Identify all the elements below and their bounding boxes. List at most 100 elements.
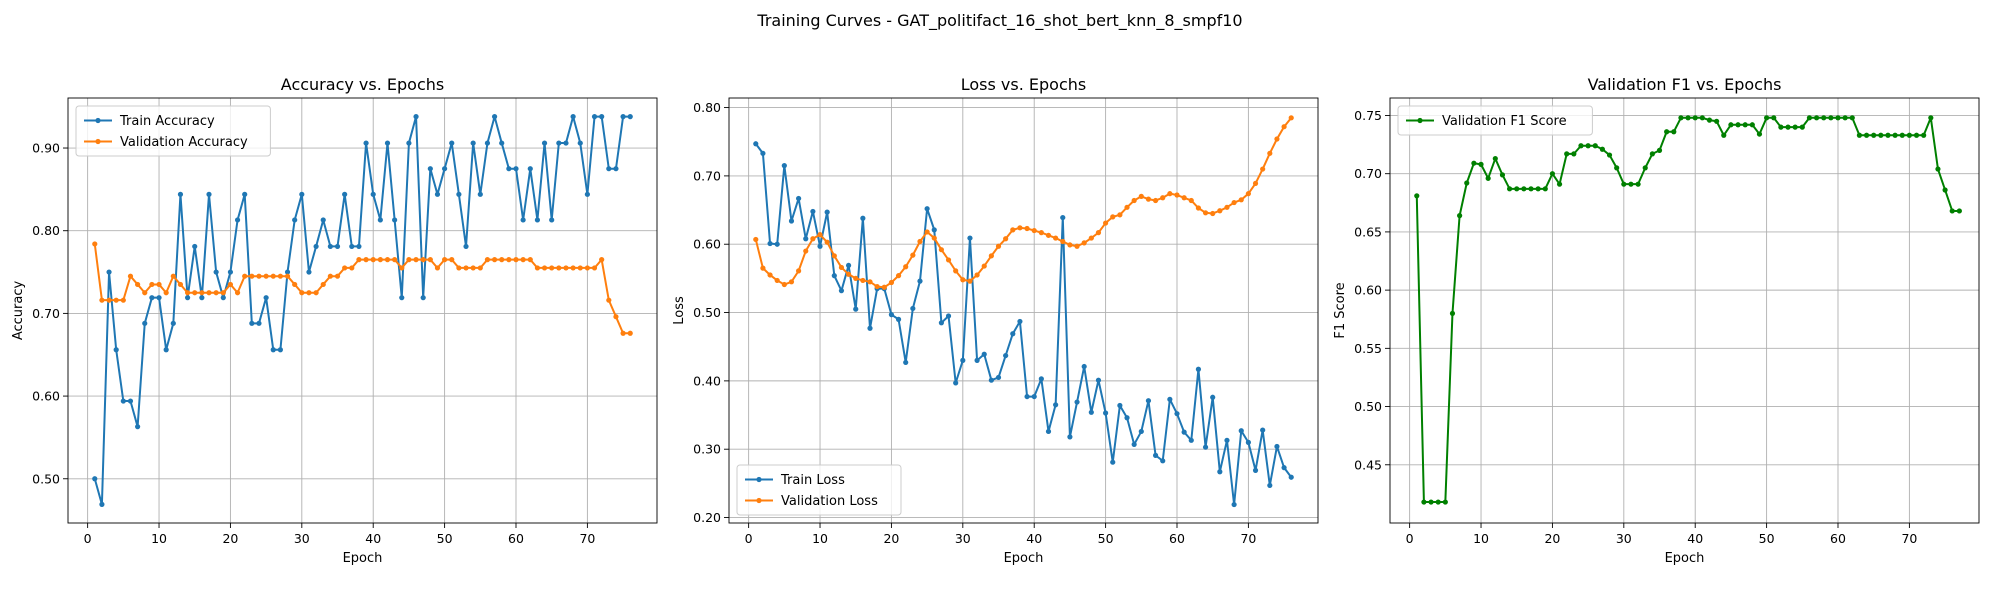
- data-point: [1778, 124, 1784, 130]
- x-tick-label: 30: [1616, 531, 1632, 546]
- data-point: [1160, 195, 1166, 201]
- data-point: [120, 297, 126, 303]
- data-point: [1152, 452, 1159, 458]
- data-point: [1138, 428, 1144, 435]
- data-point: [434, 191, 441, 197]
- data-point: [1692, 115, 1698, 121]
- plot-frame: [67, 97, 658, 524]
- data-point: [463, 265, 469, 271]
- data-point: [149, 295, 155, 301]
- data-point: [377, 217, 383, 223]
- legend-box: [1397, 105, 1593, 136]
- data-point: [1542, 186, 1548, 192]
- data-point: [541, 265, 548, 271]
- data-point: [356, 243, 362, 250]
- data-point: [113, 347, 119, 353]
- data-point: [513, 257, 519, 263]
- x-tick-label: 70: [1901, 531, 1917, 546]
- data-point: [810, 208, 816, 215]
- data-point: [499, 257, 505, 263]
- data-point: [1281, 465, 1287, 471]
- data-point: [1067, 434, 1073, 440]
- data-point: [249, 320, 255, 326]
- data-point: [1231, 501, 1237, 508]
- data-point: [1095, 377, 1102, 383]
- data-point: [499, 140, 505, 146]
- data-point: [613, 314, 619, 320]
- data-point: [220, 290, 226, 296]
- data-point: [135, 424, 141, 430]
- data-point: [270, 347, 276, 353]
- x-tick-label: 20: [222, 531, 238, 546]
- data-point: [563, 265, 569, 271]
- chart-panel-1: 0 10 20 30 40 50 60 70 0.50 0.60 0.70 0.80 0.90 Accur…: [11, 75, 658, 566]
- data-point: [1699, 115, 1705, 121]
- data-point: [299, 290, 305, 296]
- data-point: [584, 265, 590, 271]
- data-point: [1124, 415, 1130, 421]
- data-point: [356, 257, 362, 263]
- data-point: [591, 265, 598, 271]
- data-point: [1017, 225, 1023, 231]
- data-point: [306, 290, 312, 296]
- data-point: [106, 269, 112, 275]
- data-point: [931, 235, 937, 241]
- x-tick-label: 0: [745, 531, 753, 546]
- data-point: [1635, 181, 1641, 187]
- data-point: [1471, 160, 1477, 166]
- x-tick-label: 40: [365, 531, 381, 546]
- data-point: [156, 281, 162, 288]
- data-point: [449, 257, 455, 263]
- data-point: [1885, 132, 1891, 138]
- data-point: [1160, 458, 1166, 464]
- figure-title: Training Curves - GAT_politifact_16_shot…: [756, 11, 1242, 31]
- data-point: [599, 257, 605, 263]
- data-point: [427, 166, 433, 172]
- data-point: [1038, 376, 1044, 382]
- data-point: [170, 273, 176, 279]
- data-point: [1003, 236, 1009, 242]
- data-point: [1664, 129, 1670, 135]
- data-point: [1499, 172, 1506, 178]
- data-point: [1671, 129, 1677, 135]
- data-point: [803, 236, 809, 242]
- data-point: [910, 252, 916, 258]
- x-tick-label: 10: [812, 531, 828, 546]
- data-point: [1260, 427, 1266, 433]
- data-point: [1174, 411, 1180, 417]
- data-point: [1928, 115, 1934, 121]
- data-point: [1614, 165, 1620, 171]
- data-point: [513, 166, 519, 172]
- data-point: [1742, 122, 1748, 128]
- data-point: [1799, 124, 1805, 130]
- data-point: [1621, 181, 1627, 187]
- data-point: [1202, 444, 1209, 450]
- data-point: [520, 257, 526, 263]
- y-tick-label: 0.45: [1354, 457, 1382, 472]
- data-point: [838, 264, 845, 271]
- x-tick-label: 40: [1687, 531, 1703, 546]
- data-point: [895, 273, 902, 279]
- data-point: [1024, 225, 1030, 232]
- data-point: [120, 398, 126, 404]
- data-point: [170, 320, 176, 326]
- data-point: [1131, 441, 1137, 448]
- data-point: [199, 295, 205, 301]
- data-point: [1224, 204, 1230, 210]
- data-point: [177, 191, 184, 197]
- data-point: [334, 243, 341, 250]
- data-point: [570, 265, 576, 271]
- data-point: [156, 295, 162, 301]
- data-point: [1913, 132, 1920, 138]
- legend-marker: [756, 497, 762, 504]
- data-point: [1252, 180, 1259, 187]
- y-tick-label: 0.60: [1354, 283, 1382, 298]
- data-point: [1195, 205, 1202, 211]
- data-point: [213, 290, 219, 296]
- data-point: [1088, 409, 1094, 415]
- data-point: [470, 140, 476, 146]
- data-point: [1038, 230, 1044, 236]
- series-line: [93, 243, 631, 335]
- y-tick-label: 0.90: [32, 141, 60, 156]
- data-point: [753, 141, 759, 147]
